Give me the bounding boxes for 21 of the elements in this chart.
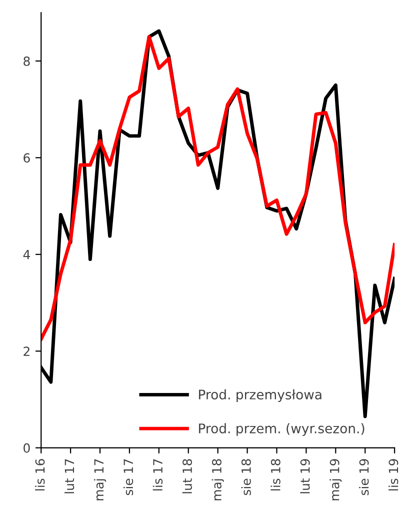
y-tick-label: 6 (24, 153, 30, 163)
x-tick-label: sie 19 (359, 459, 369, 496)
x-tick-label: lis 16 (35, 459, 45, 490)
line-series (41, 35, 395, 341)
x-tick-label: lis 17 (152, 459, 163, 490)
y-tick-label: 0 (24, 443, 30, 453)
x-tick-label: sie 17 (123, 459, 134, 496)
x-tick-label: maj 19 (330, 459, 342, 500)
x-tick-label: lut 19 (300, 459, 310, 494)
legend-label: Prod. przem. (wyr.sezon.) (199, 423, 364, 436)
y-tick-label: 2 (24, 346, 30, 356)
x-tick-label: maj 18 (212, 459, 224, 500)
x-tick-label: lis 19 (388, 459, 398, 490)
x-tick-label: maj 17 (94, 459, 106, 500)
x-tick-label: sie 18 (241, 459, 251, 496)
x-tick-label: lut 17 (64, 459, 74, 494)
y-tick-label: 4 (23, 250, 30, 260)
x-tick-label: lut 18 (182, 459, 192, 494)
y-tick-label: 8 (24, 56, 30, 66)
x-tick-label: lis 18 (270, 459, 280, 490)
legend-label: Prod. przemysłowa (199, 389, 322, 402)
